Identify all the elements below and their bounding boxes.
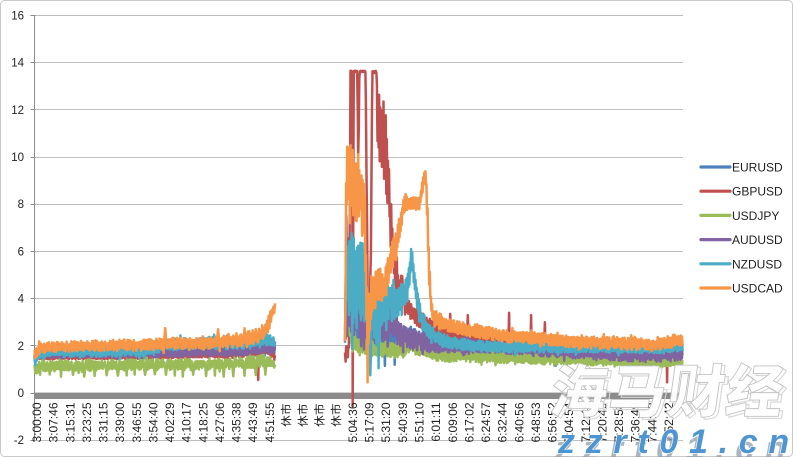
svg-text:NZDUSD: NZDUSD bbox=[732, 257, 782, 271]
svg-text:14: 14 bbox=[11, 58, 24, 70]
svg-text:6: 6 bbox=[18, 246, 24, 258]
svg-text:zzrt01.cn: zzrt01.cn bbox=[554, 430, 793, 457]
svg-text:6:17:02: 6:17:02 bbox=[462, 402, 476, 442]
svg-text:7:04:54: 7:04:54 bbox=[562, 402, 576, 442]
svg-text:6:40:56: 6:40:56 bbox=[512, 402, 526, 442]
svg-text:3:31:15: 3:31:15 bbox=[97, 402, 111, 442]
svg-text:2: 2 bbox=[18, 341, 24, 353]
svg-text:4:02:29: 4:02:29 bbox=[163, 402, 177, 442]
svg-text:zzrt01.cn: zzrt01.cn bbox=[557, 423, 793, 457]
svg-text:6:48:53: 6:48:53 bbox=[529, 402, 543, 442]
svg-text:6:32:44: 6:32:44 bbox=[496, 402, 510, 442]
svg-text:5:17:09: 5:17:09 bbox=[363, 402, 377, 442]
svg-text:16: 16 bbox=[11, 10, 24, 22]
svg-text:12: 12 bbox=[11, 105, 24, 117]
svg-text:USDJPY: USDJPY bbox=[732, 209, 779, 223]
svg-text:5:31:20: 5:31:20 bbox=[379, 402, 393, 442]
svg-text:4:18:25: 4:18:25 bbox=[196, 402, 210, 442]
svg-text:EURUSD: EURUSD bbox=[732, 161, 783, 175]
svg-text:6:09:06: 6:09:06 bbox=[446, 402, 460, 442]
svg-text:5:51:10: 5:51:10 bbox=[413, 402, 427, 442]
svg-text:3:00:00: 3:00:00 bbox=[30, 402, 44, 442]
svg-text:4: 4 bbox=[18, 294, 25, 306]
svg-text:4:51:55: 4:51:55 bbox=[263, 402, 277, 442]
svg-text:7:28:58: 7:28:58 bbox=[612, 402, 626, 442]
svg-text:7:20:49: 7:20:49 bbox=[595, 402, 609, 442]
svg-text:4:27:06: 4:27:06 bbox=[213, 402, 227, 442]
svg-text:3:15:31: 3:15:31 bbox=[63, 402, 77, 442]
svg-text:5:40:39: 5:40:39 bbox=[396, 402, 410, 442]
svg-text:4:10:17: 4:10:17 bbox=[180, 402, 194, 442]
svg-text:USDCAD: USDCAD bbox=[732, 282, 783, 296]
svg-text:3:54:40: 3:54:40 bbox=[146, 402, 160, 442]
svg-text:4:35:38: 4:35:38 bbox=[230, 402, 244, 442]
svg-text:5:04:36: 5:04:36 bbox=[346, 402, 360, 442]
svg-text:-2: -2 bbox=[14, 435, 24, 447]
svg-text:AUDUSD: AUDUSD bbox=[732, 233, 783, 247]
svg-text:8: 8 bbox=[18, 199, 24, 211]
svg-text:3:07:46: 3:07:46 bbox=[47, 402, 61, 442]
svg-text:6:01:11: 6:01:11 bbox=[429, 402, 443, 441]
svg-text:0: 0 bbox=[18, 388, 24, 400]
svg-text:GBPUSD: GBPUSD bbox=[732, 185, 783, 199]
svg-text:10: 10 bbox=[11, 152, 24, 164]
svg-text:6:24:57: 6:24:57 bbox=[479, 402, 493, 442]
svg-text:3:39:00: 3:39:00 bbox=[113, 402, 127, 442]
svg-text:4:43:49: 4:43:49 bbox=[246, 402, 260, 442]
svg-text:3:23:25: 3:23:25 bbox=[80, 402, 94, 442]
svg-text:3:46:55: 3:46:55 bbox=[130, 402, 144, 442]
